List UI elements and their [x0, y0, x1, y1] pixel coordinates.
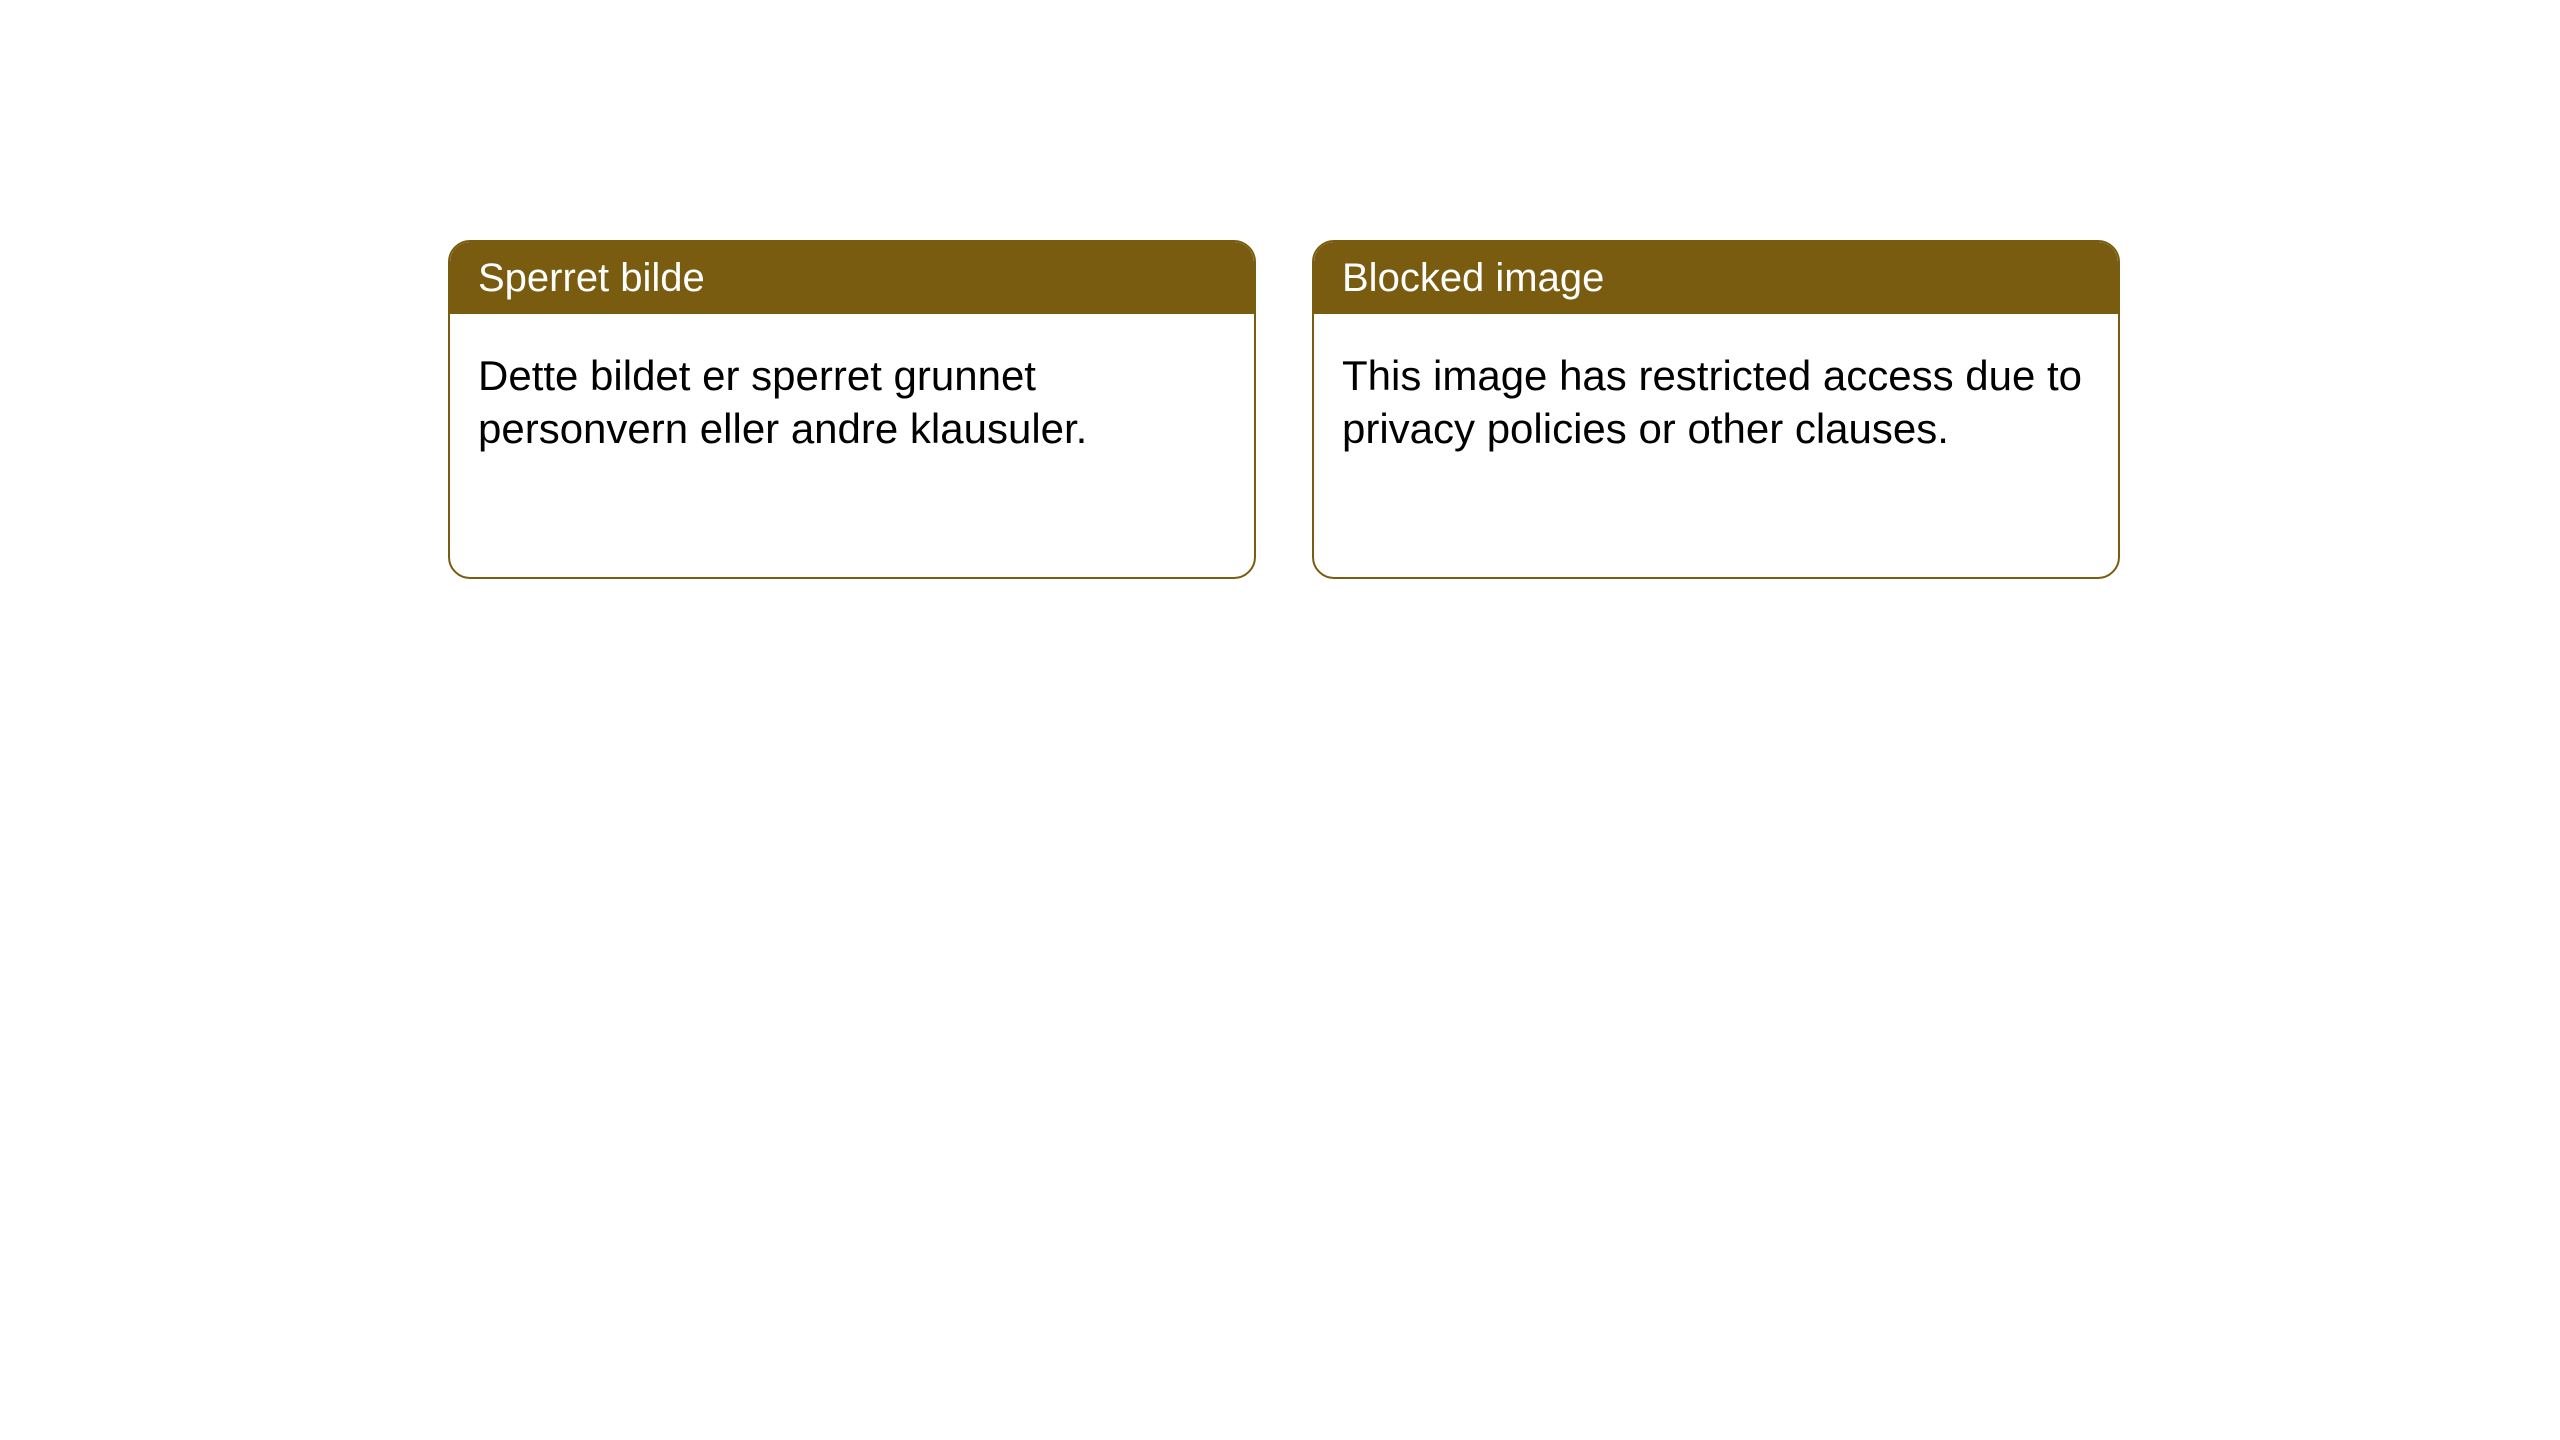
notice-header-norwegian: Sperret bilde	[450, 242, 1254, 314]
notice-body-english: This image has restricted access due to …	[1314, 314, 2118, 491]
notice-card-norwegian: Sperret bilde Dette bildet er sperret gr…	[448, 240, 1256, 579]
notice-card-english: Blocked image This image has restricted …	[1312, 240, 2120, 579]
notices-container: Sperret bilde Dette bildet er sperret gr…	[448, 240, 2120, 579]
notice-body-norwegian: Dette bildet er sperret grunnet personve…	[450, 314, 1254, 491]
notice-header-english: Blocked image	[1314, 242, 2118, 314]
